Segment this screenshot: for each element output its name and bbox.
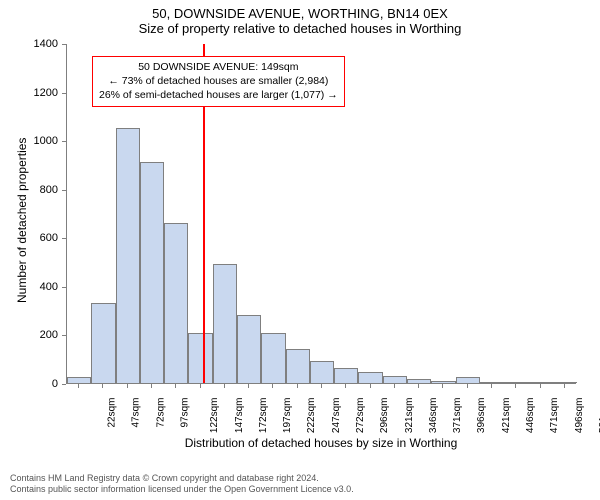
histogram-bar bbox=[553, 382, 577, 383]
x-tick-label: 197sqm bbox=[282, 398, 293, 434]
x-tick-label: 421sqm bbox=[501, 398, 512, 434]
x-tick-label: 22sqm bbox=[107, 398, 118, 428]
x-tick-label: 396sqm bbox=[477, 398, 488, 434]
footer-line-1: Contains HM Land Registry data © Crown c… bbox=[10, 473, 354, 485]
x-tick-label: 496sqm bbox=[574, 398, 585, 434]
x-tick-label: 222sqm bbox=[307, 398, 318, 434]
y-tick-label: 1000 bbox=[26, 135, 58, 147]
histogram-bar bbox=[334, 368, 358, 383]
x-tick-label: 296sqm bbox=[379, 398, 390, 434]
x-tick-label: 247sqm bbox=[331, 398, 342, 434]
x-tick-mark bbox=[345, 384, 346, 388]
x-tick-mark bbox=[248, 384, 249, 388]
histogram-bar bbox=[480, 382, 504, 383]
x-tick-label: 371sqm bbox=[452, 398, 463, 434]
x-tick-mark bbox=[442, 384, 443, 388]
histogram-bar bbox=[116, 128, 140, 383]
histogram-bar bbox=[261, 333, 285, 383]
chart-container: 50, DOWNSIDE AVENUE, WORTHING, BN14 0EX … bbox=[0, 0, 600, 500]
y-tick-mark bbox=[62, 44, 66, 45]
histogram-bar bbox=[237, 315, 261, 383]
histogram-bar bbox=[310, 361, 334, 383]
y-tick-mark bbox=[62, 93, 66, 94]
x-tick-mark bbox=[370, 384, 371, 388]
x-tick-label: 272sqm bbox=[355, 398, 366, 434]
y-tick-mark bbox=[62, 335, 66, 336]
y-tick-label: 1200 bbox=[26, 87, 58, 99]
x-tick-label: 346sqm bbox=[428, 398, 439, 434]
x-tick-label: 97sqm bbox=[180, 398, 191, 428]
x-tick-label: 122sqm bbox=[209, 398, 220, 434]
histogram-bar bbox=[358, 372, 382, 383]
chart-title: 50, DOWNSIDE AVENUE, WORTHING, BN14 0EX bbox=[0, 6, 600, 21]
y-tick-mark bbox=[62, 384, 66, 385]
x-tick-label: 147sqm bbox=[234, 398, 245, 434]
x-tick-mark bbox=[540, 384, 541, 388]
histogram-bar bbox=[431, 381, 455, 383]
x-tick-label: 446sqm bbox=[525, 398, 536, 434]
y-tick-mark bbox=[62, 141, 66, 142]
x-tick-mark bbox=[418, 384, 419, 388]
y-tick-label: 600 bbox=[26, 232, 58, 244]
y-tick-mark bbox=[62, 190, 66, 191]
x-tick-mark bbox=[491, 384, 492, 388]
x-tick-label: 72sqm bbox=[155, 398, 166, 428]
x-tick-mark bbox=[515, 384, 516, 388]
y-tick-label: 200 bbox=[26, 329, 58, 341]
x-tick-mark bbox=[224, 384, 225, 388]
footer-line-2: Contains public sector information licen… bbox=[10, 484, 354, 496]
x-tick-mark bbox=[175, 384, 176, 388]
y-tick-label: 0 bbox=[26, 378, 58, 390]
x-tick-mark bbox=[127, 384, 128, 388]
histogram-bar bbox=[140, 162, 164, 383]
x-tick-mark bbox=[102, 384, 103, 388]
x-tick-label: 172sqm bbox=[258, 398, 269, 434]
annotation-box: 50 DOWNSIDE AVENUE: 149sqm← 73% of detac… bbox=[92, 56, 345, 107]
histogram-bar bbox=[67, 377, 91, 383]
histogram-bar bbox=[456, 377, 480, 383]
x-tick-mark bbox=[467, 384, 468, 388]
x-tick-label: 471sqm bbox=[549, 398, 560, 434]
x-tick-mark bbox=[272, 384, 273, 388]
x-tick-mark bbox=[78, 384, 79, 388]
x-tick-mark bbox=[394, 384, 395, 388]
histogram-bar bbox=[213, 264, 237, 383]
x-tick-mark bbox=[564, 384, 565, 388]
y-tick-label: 400 bbox=[26, 281, 58, 293]
y-axis-label: Number of detached properties bbox=[15, 123, 29, 303]
x-tick-mark bbox=[297, 384, 298, 388]
annotation-line: 26% of semi-detached houses are larger (… bbox=[99, 88, 338, 102]
x-tick-mark bbox=[151, 384, 152, 388]
x-axis-label: Distribution of detached houses by size … bbox=[66, 436, 576, 450]
x-tick-mark bbox=[321, 384, 322, 388]
annotation-line: 50 DOWNSIDE AVENUE: 149sqm bbox=[99, 60, 338, 74]
y-tick-label: 1400 bbox=[26, 38, 58, 50]
annotation-line: ← 73% of detached houses are smaller (2,… bbox=[99, 74, 338, 88]
histogram-bar bbox=[164, 223, 188, 383]
x-tick-mark bbox=[200, 384, 201, 388]
histogram-bar bbox=[504, 382, 528, 383]
y-tick-mark bbox=[62, 238, 66, 239]
footer-attribution: Contains HM Land Registry data © Crown c… bbox=[10, 473, 354, 496]
chart-subtitle: Size of property relative to detached ho… bbox=[0, 21, 600, 36]
x-tick-label: 321sqm bbox=[404, 398, 415, 434]
histogram-bar bbox=[188, 333, 212, 383]
histogram-bar bbox=[91, 303, 115, 383]
histogram-bar bbox=[383, 376, 407, 383]
y-tick-mark bbox=[62, 287, 66, 288]
histogram-bar bbox=[528, 382, 552, 383]
histogram-bar bbox=[407, 379, 431, 383]
y-tick-label: 800 bbox=[26, 184, 58, 196]
histogram-bar bbox=[286, 349, 310, 383]
x-tick-label: 47sqm bbox=[131, 398, 142, 428]
